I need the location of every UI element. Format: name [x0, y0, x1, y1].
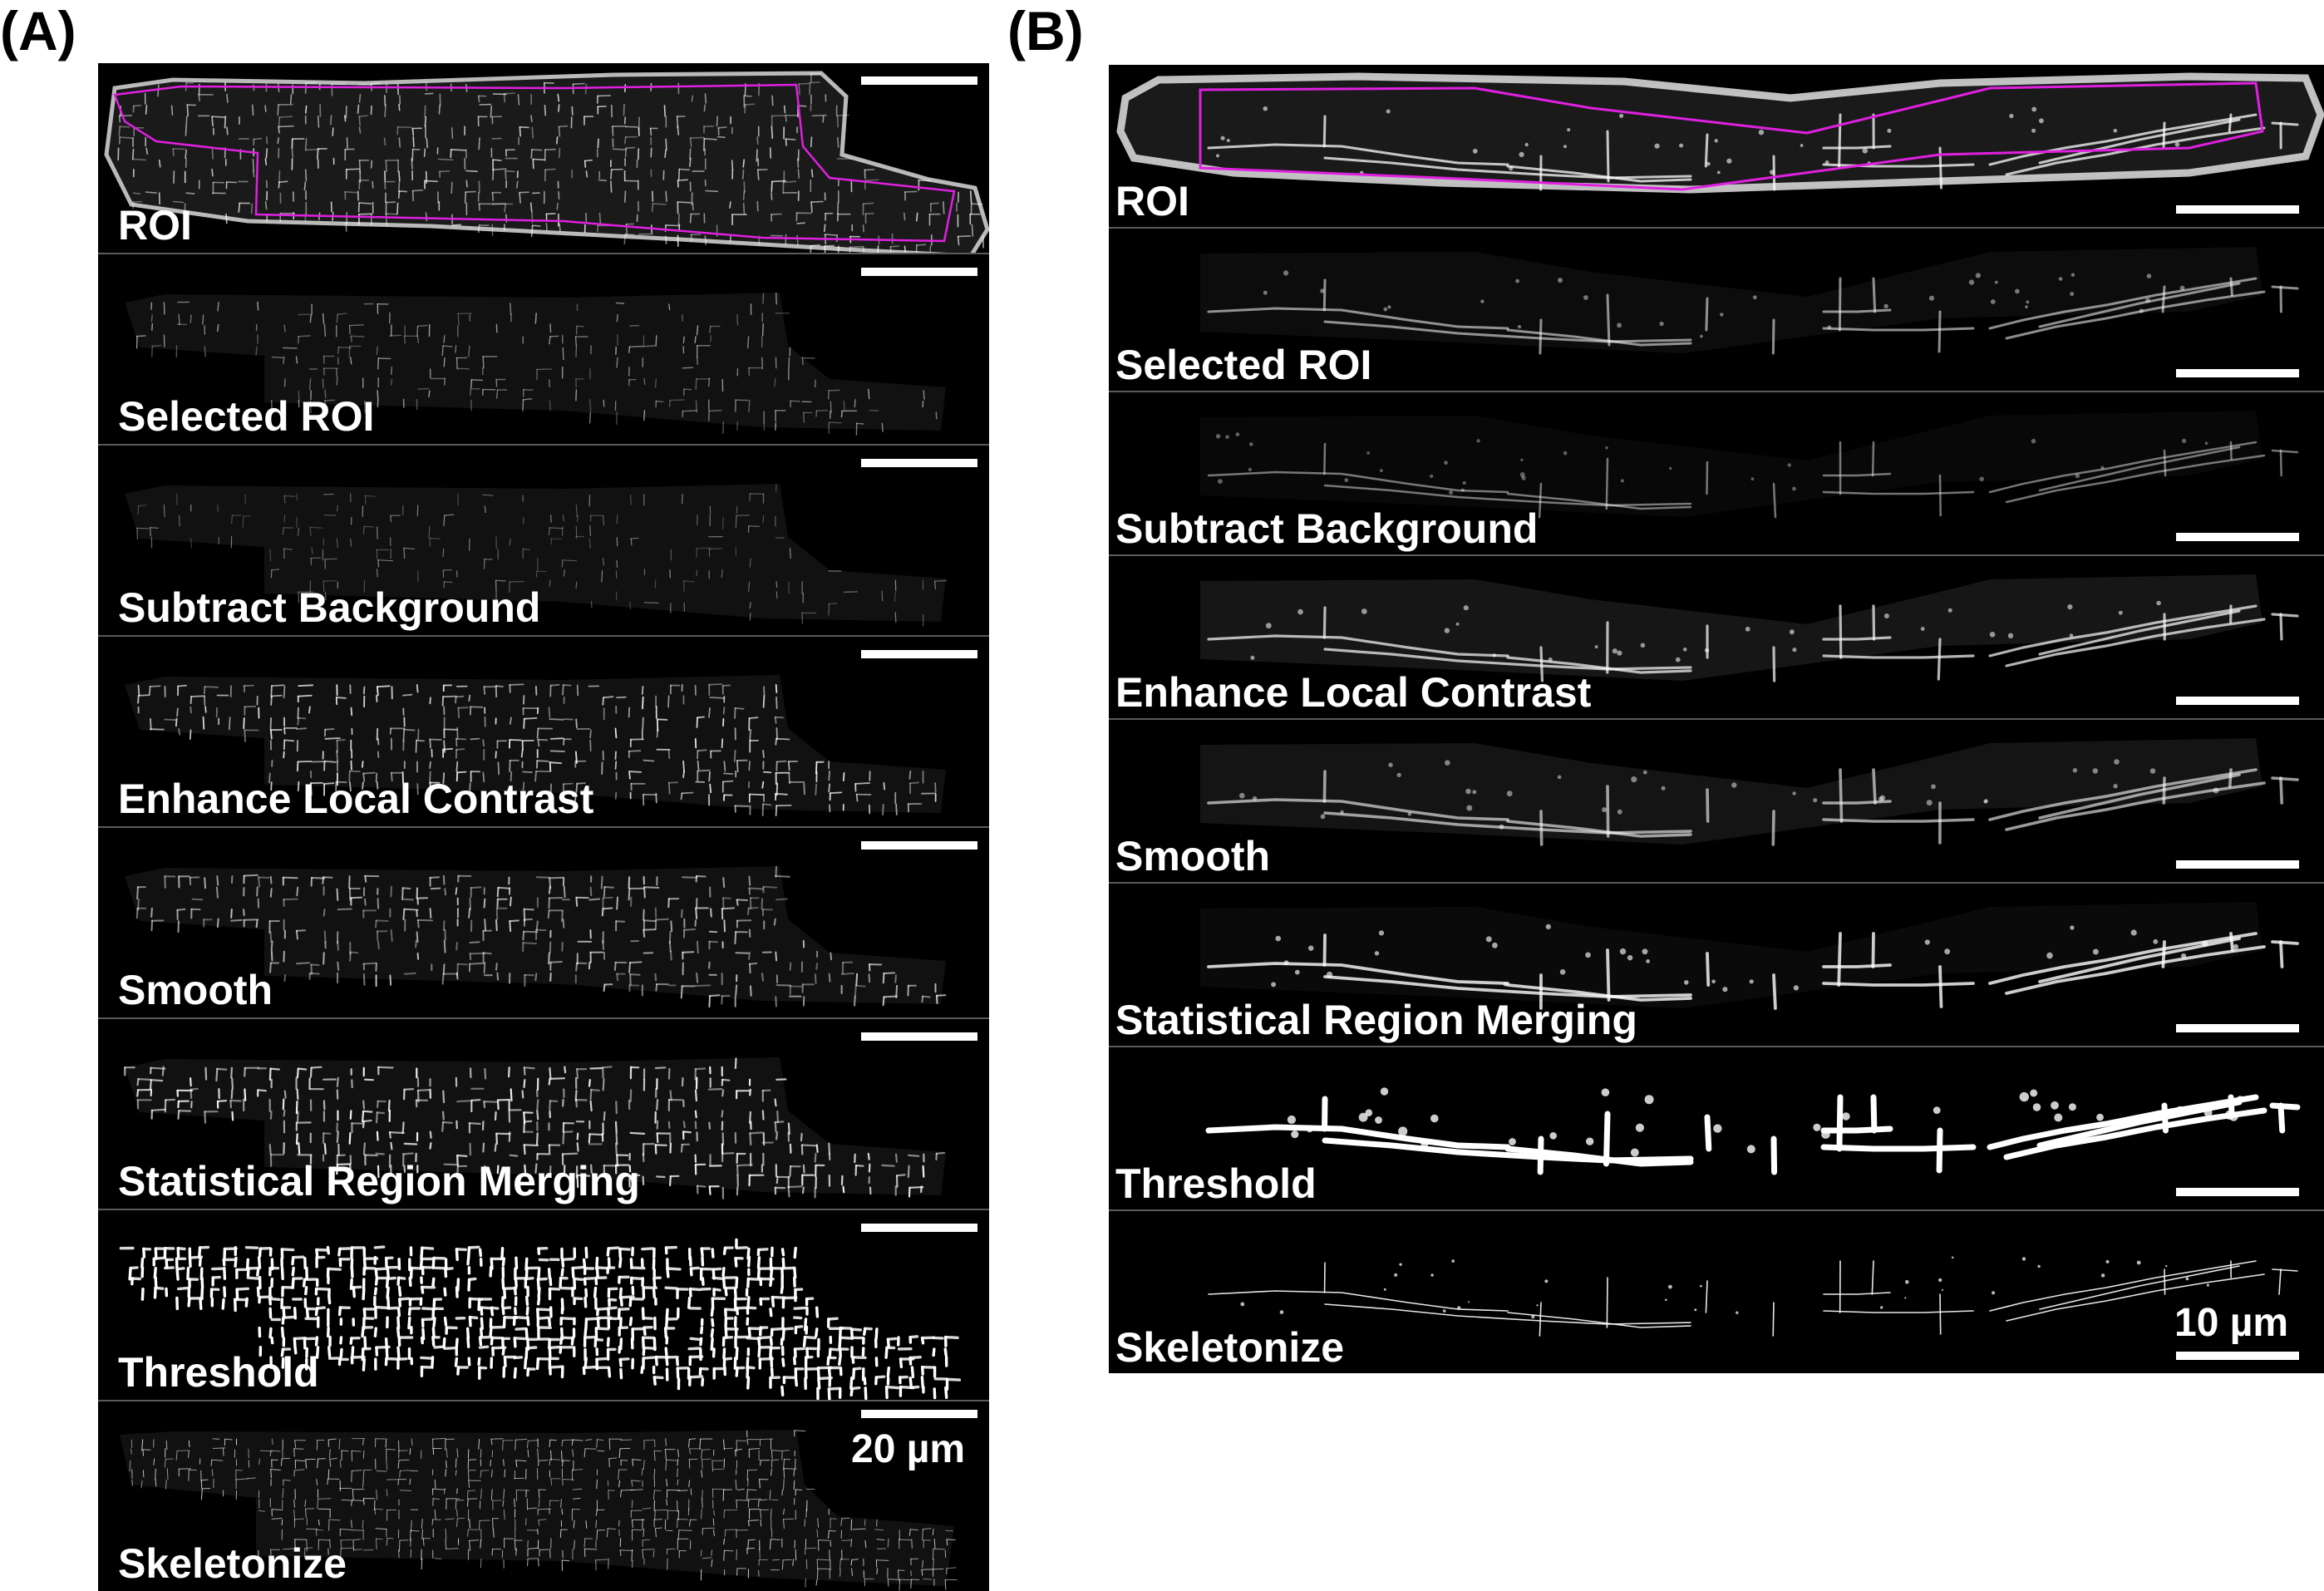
panel-b-tile-enhance-local-contrast: Enhance Local Contrast	[1109, 556, 2324, 718]
panel-a-image-stack: ROI Selected ROI Subtract Background Enhanc…	[98, 63, 989, 1581]
panel-b-scale-bar	[2176, 860, 2299, 869]
panel-a-letter: (A)	[0, 3, 76, 58]
panel-a-step-label: Selected ROI	[118, 396, 374, 437]
panel-b-step-label: Enhance Local Contrast	[1115, 672, 1591, 713]
panel-b-micrograph-smooth	[1109, 720, 2324, 882]
panel-a-scale-bar	[861, 841, 977, 850]
panel-a-step-label: Skeletonize	[118, 1543, 347, 1584]
panel-b-step-label: ROI	[1115, 180, 1189, 222]
panel-b-scale-bar	[2176, 205, 2299, 214]
panel-a-tile-enhance-local-contrast: Enhance Local Contrast	[98, 637, 989, 826]
panel-b-letter: (B)	[1007, 3, 1084, 58]
panel-a-step-label: ROI	[118, 204, 192, 246]
panel-a-tile-smooth: Smooth	[98, 828, 989, 1017]
panel-a-step-label: Statistical Region Merging	[118, 1160, 640, 1202]
panel-b-micrograph-roi	[1109, 65, 2324, 227]
panel-a-scale-bar	[861, 268, 977, 276]
panel-a-tile-roi: ROI	[98, 63, 989, 253]
panel-b-step-label: Smooth	[1115, 835, 1270, 877]
panel-b-tile-statistical-region-merging: Statistical Region Merging	[1109, 884, 2324, 1046]
panel-b-tile-threshold: Threshold	[1109, 1047, 2324, 1209]
panel-a-step-label: Subtract Background	[118, 587, 540, 628]
panel-a-tile-threshold: Threshold	[98, 1210, 989, 1400]
panel-b-step-label: Statistical Region Merging	[1115, 999, 1637, 1041]
panel-b-tile-smooth: Smooth	[1109, 720, 2324, 882]
panel-a-tile-statistical-region-merging: Statistical Region Merging	[98, 1019, 989, 1209]
panel-a-scale-label: 20 µm	[851, 1430, 965, 1470]
panel-b-scale-bar	[2176, 1352, 2299, 1360]
panel-a-tile-subtract-background: Subtract Background	[98, 446, 989, 635]
panel-a-scale-bar	[861, 1410, 977, 1418]
panel-a-step-label: Smooth	[118, 969, 273, 1011]
panel-b-tile-roi: ROI	[1109, 65, 2324, 227]
panel-b-scale-bar	[2176, 1188, 2299, 1196]
panel-a-step-label: Threshold	[118, 1352, 319, 1393]
panel-b-tile-selected-roi: Selected ROI	[1109, 229, 2324, 391]
panel-b-scale-bar	[2176, 1024, 2299, 1032]
panel-b-step-label: Subtract Background	[1115, 508, 1538, 549]
panel-b-step-label: Skeletonize	[1115, 1327, 1344, 1368]
panel-a-scale-bar	[861, 459, 977, 467]
panel-b-scale-bar	[2176, 697, 2299, 705]
panel-b-tile-skeletonize: Skeletonize 10 µm	[1109, 1211, 2324, 1373]
panel-b-scale-bar	[2176, 533, 2299, 541]
panel-a-scale-bar	[861, 76, 977, 85]
panel-a-step-label: Enhance Local Contrast	[118, 778, 593, 820]
panel-b-tile-subtract-background: Subtract Background	[1109, 392, 2324, 554]
panel-b-step-label: Selected ROI	[1115, 344, 1371, 386]
panel-b-image-stack: ROI Selected ROI Subtract Background Enhanc…	[1109, 65, 2324, 1372]
panel-a-scale-bar	[861, 1224, 977, 1232]
panel-a-micrograph-roi	[98, 63, 989, 253]
panel-a-tile-skeletonize: Skeletonize 20 µm	[98, 1401, 989, 1591]
panel-a-tile-selected-roi: Selected ROI	[98, 254, 989, 444]
panel-a-scale-bar	[861, 1032, 977, 1041]
panel-a-scale-bar	[861, 650, 977, 658]
panel-b-scale-bar	[2176, 369, 2299, 377]
panel-b-step-label: Threshold	[1115, 1163, 1317, 1204]
panel-b-scale-label: 10 µm	[2174, 1303, 2288, 1343]
